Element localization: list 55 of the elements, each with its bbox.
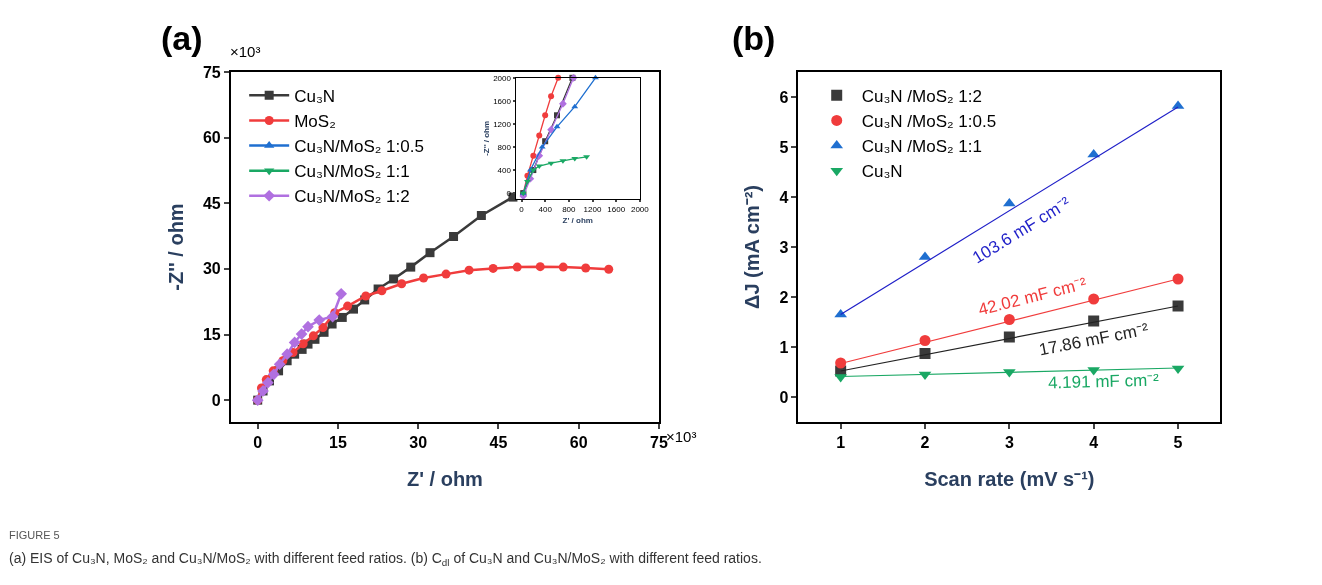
y-tick-label: 0 xyxy=(211,391,221,409)
x-tick-label: 60 xyxy=(569,434,588,452)
x-tick-label: 1200 xyxy=(583,204,602,214)
y-tick-label: 15 xyxy=(202,326,221,344)
x-tick-label: 2000 xyxy=(630,204,650,214)
x-tick-label: 15 xyxy=(329,434,347,452)
legend-label: Cu₃N xyxy=(294,86,336,106)
x-tick-label: 3 xyxy=(1004,434,1014,452)
x-tick-label: 0 xyxy=(519,204,525,214)
y-tick-label: 800 xyxy=(497,142,512,152)
legend-label: Cu₃N/MoS₂ 1:1 xyxy=(294,162,410,182)
y-axis-title: ΔJ (mA cm⁻²) xyxy=(741,184,764,309)
legend-label: Cu₃N/MoS₂ 1:2 xyxy=(294,187,410,207)
x-axis-title: Scan rate (mV s⁻¹) xyxy=(924,468,1095,491)
annotation: 17.86 mF cm⁻² xyxy=(1037,319,1151,360)
y-tick-label: 400 xyxy=(497,165,512,175)
y-tick-label: 30 xyxy=(202,260,221,278)
x-axis-title: Z' / ohm xyxy=(562,215,593,225)
x-tick-label: 400 xyxy=(538,204,553,214)
y-tick-label: 0 xyxy=(779,388,789,406)
legend-label: Cu₃N /MoS₂ 1:0.5 xyxy=(861,112,997,132)
legend-label: Cu₃N/MoS₂ 1:0.5 xyxy=(294,137,424,157)
x-tick-label: 4 xyxy=(1089,434,1099,452)
y-tick-label: 1 xyxy=(779,338,789,356)
x-tick-label: 800 xyxy=(562,204,577,214)
y-tick-label: 3 xyxy=(779,238,789,256)
legend-label: Cu₃N xyxy=(861,162,903,182)
y-axis-title: -Z'' / ohm xyxy=(164,203,187,291)
text: ×10³ xyxy=(230,43,261,60)
x-tick-label: 2 xyxy=(920,434,930,452)
y-tick-label: 60 xyxy=(202,129,221,147)
x-tick-label: 0 xyxy=(253,434,263,452)
text: (b) xyxy=(732,19,776,57)
annotation: 42.02 mF cm⁻² xyxy=(976,273,1089,320)
x-tick-label: 30 xyxy=(409,434,428,452)
text: (a) EIS of Cu₃N, MoS₂ and Cu₃N/MoS₂ with different feed ratios. (b) C$_{dl}$ of Cu₃N and Cu₃N/MoS₂ with different feed ratios. xyxy=(9,550,762,568)
x-axis-title: Z' / ohm xyxy=(407,468,483,491)
y-tick-label: 2000 xyxy=(493,73,512,83)
annotation: 4.191 mF cm⁻² xyxy=(1047,370,1160,393)
x-tick-label: 5 xyxy=(1173,434,1183,452)
y-tick-label: 75 xyxy=(202,63,221,81)
x-tick-label: 1 xyxy=(836,434,846,452)
x-tick-label: 1600 xyxy=(607,204,626,214)
y-tick-label: 5 xyxy=(779,138,789,156)
y-axis-title: -Z'' / ohm xyxy=(481,120,491,156)
caption: FIGURE 5 xyxy=(9,529,60,541)
y-tick-label: 6 xyxy=(779,88,789,106)
text: (a) xyxy=(161,19,203,57)
y-tick-label: 2 xyxy=(779,288,789,306)
legend-label: Cu₃N /MoS₂ 1:2 xyxy=(861,86,982,106)
legend-label: MoS₂ xyxy=(294,112,336,132)
legend-label: Cu₃N /MoS₂ 1:1 xyxy=(861,137,982,157)
y-tick-label: 1200 xyxy=(493,119,512,129)
y-tick-label: 0 xyxy=(506,188,512,198)
y-tick-label: 1600 xyxy=(493,96,512,106)
